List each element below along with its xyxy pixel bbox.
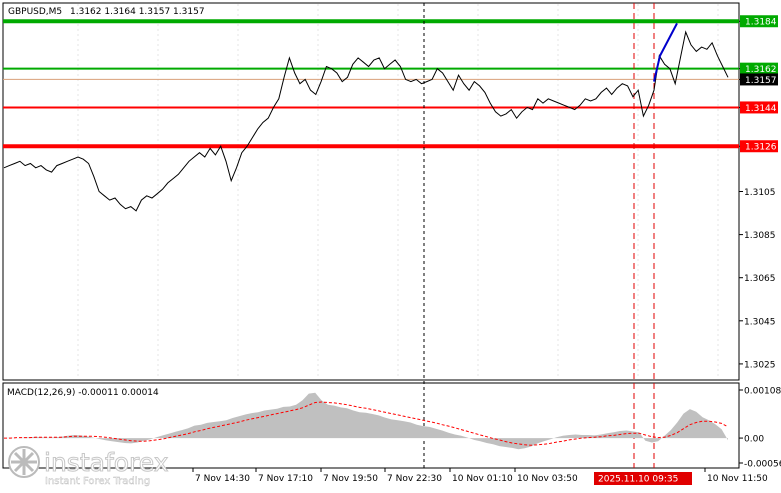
current-price-box — [740, 73, 778, 86]
time-tick-label: 7 Nov 19:50 — [323, 474, 378, 484]
signal-segment — [659, 22, 678, 57]
macd-signal-line — [4, 401, 729, 446]
instaforex-logo: instaforex Instant Forex Trading — [8, 446, 169, 487]
time-tick-label: 7 Nov 22:30 — [387, 474, 442, 484]
price-label-box — [740, 101, 778, 114]
price-line — [3, 30, 729, 212]
macd-tick-label: -0.00056 — [744, 460, 781, 470]
macd-indicator: 0.00108 0.00 -0.00056 — [4, 387, 781, 470]
price-tick-label: 1.3126 — [745, 143, 777, 153]
main-panel-frame — [2, 2, 740, 381]
ohlc-label: 1.3162 1.3164 1.3157 1.3157 — [70, 7, 205, 17]
signal-segment — [653, 55, 661, 82]
price-label-box — [740, 62, 778, 75]
price-tick-label: 1.3045 — [744, 317, 776, 327]
macd-tick-label: 0.00108 — [744, 387, 781, 397]
price-tick-label: 1.3162 — [745, 65, 777, 75]
time-tick-label: 7 Nov 17:10 — [258, 474, 313, 484]
price-series — [3, 30, 729, 212]
time-tick-label: 10 Nov 11:50 — [707, 474, 768, 484]
price-tick-label: 1.3065 — [744, 274, 776, 284]
time-axis: 7 Nov 14:30 7 Nov 17:10 7 Nov 19:50 7 Nov 2… — [192, 468, 768, 485]
macd-panel-frame — [2, 382, 740, 469]
logo-star-icon — [11, 449, 37, 475]
price-tick-label: 1.3144 — [745, 104, 777, 114]
time-tick-label: 7 Nov 14:30 — [195, 474, 250, 484]
price-tick-label: 1.3105 — [744, 188, 776, 198]
price-tick-label: 1.3184 — [745, 18, 777, 28]
macd-histogram — [4, 392, 728, 450]
price-tick-label: 1.3025 — [744, 360, 776, 370]
time-tick-label: 10 Nov 03:50 — [517, 474, 578, 484]
symbol-label: GBPUSD,M5 — [8, 7, 62, 17]
logo-tagline: Instant Forex Trading — [45, 476, 150, 487]
price-label-box — [740, 140, 778, 153]
macd-tick-label: 0.00 — [744, 435, 764, 445]
time-tick-label: 10 Nov 01:10 — [452, 474, 513, 484]
current-price-label: 1.3157 — [745, 76, 777, 86]
time-highlight-label: 2025.11.10 09:35 — [598, 475, 678, 485]
chart-grid — [77, 4, 719, 379]
price-label-box — [740, 15, 778, 28]
logo-brand: instaforex — [44, 448, 169, 477]
time-highlight-box — [594, 472, 692, 485]
price-tick-label: 1.3085 — [744, 231, 776, 241]
vertical-markers — [423, 3, 655, 468]
level-lines — [3, 19, 739, 149]
macd-label: MACD(12,26,9) -0.00011 0.00014 — [7, 388, 159, 398]
signal-arrows — [653, 22, 678, 82]
